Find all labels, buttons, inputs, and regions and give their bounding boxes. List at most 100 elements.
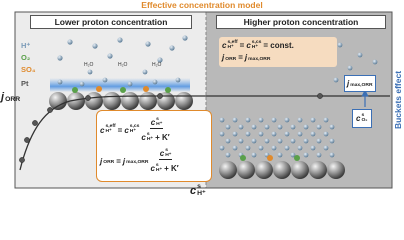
o2 — [72, 87, 78, 93]
proton — [271, 117, 277, 123]
proton — [290, 138, 296, 144]
scripts: s H⁺ — [147, 132, 153, 143]
superscript: s,eff — [227, 40, 238, 45]
math-term: c s H⁺ — [141, 132, 153, 143]
proton — [245, 145, 251, 151]
panel-title: Lower proton concentration — [30, 15, 192, 29]
pt-sphere — [219, 161, 237, 179]
proton — [57, 55, 63, 61]
bucket-box: c s O₂ — [352, 109, 372, 128]
scripts: ORR — [225, 53, 236, 63]
proton — [152, 79, 158, 85]
x-axis-label: c s H⁺ — [190, 183, 206, 198]
denominator: c s H⁺ + K′ — [150, 162, 180, 174]
equation: c s,eff H⁺ = c s,cs H⁺ = const. — [222, 40, 334, 51]
pt-sphere — [309, 161, 327, 179]
proton — [277, 124, 283, 130]
denominator: c s H⁺ + K′ — [141, 132, 171, 143]
o2 — [120, 87, 126, 93]
superscript: s,cs — [129, 124, 140, 130]
scripts: max,ORR — [126, 156, 148, 166]
math-term: c s H⁺ — [150, 162, 162, 174]
proton — [258, 131, 264, 137]
math-term: j ORR — [222, 53, 236, 63]
proton — [238, 138, 244, 144]
symbol: j — [347, 79, 350, 88]
math-term: c s,eff H⁺ — [222, 40, 238, 51]
title: Effective concentration model — [141, 0, 263, 10]
superscript: s,eff — [105, 124, 116, 130]
proton — [67, 39, 73, 45]
side-label: Buckets effect — [393, 70, 403, 130]
scripts: s H⁺ — [197, 183, 206, 198]
pt-sphere — [103, 92, 121, 110]
proton — [264, 138, 270, 144]
y-axis-label: j ORR — [1, 90, 20, 104]
scripts: s H⁺ — [165, 147, 172, 159]
proton — [225, 124, 231, 130]
superscript: s — [165, 147, 168, 153]
pt-sphere — [255, 161, 273, 179]
pt-sphere — [121, 92, 139, 110]
math-term: c s O₂ — [356, 112, 368, 124]
proton — [225, 152, 231, 158]
proton — [92, 43, 98, 49]
superscript: s — [361, 112, 365, 118]
subscript: H⁺ — [251, 44, 258, 50]
proton — [347, 65, 353, 71]
frame — [14, 11, 393, 189]
symbol: j — [100, 156, 103, 166]
proton — [323, 117, 329, 123]
curve-dots — [19, 93, 323, 163]
math-term: j ORR — [1, 90, 20, 104]
proton — [102, 77, 108, 83]
fraction: c s H⁺ c s H⁺ + K′ — [150, 147, 180, 176]
low-equations: c s,eff H⁺ = c s,cs H⁺ c s H⁺ c s H⁺ + K′ j ORR = j max,… — [96, 110, 212, 182]
proton — [127, 81, 133, 87]
scripts: max,ORR — [248, 53, 270, 63]
proton — [297, 145, 303, 151]
scripts: s,cs H⁺ — [251, 40, 262, 51]
proton — [251, 124, 257, 130]
proton — [232, 145, 238, 151]
proton — [333, 77, 339, 83]
scripts: s,eff H⁺ — [105, 124, 116, 135]
symbol: c — [141, 133, 146, 143]
math-term: c s,eff H⁺ — [100, 124, 116, 135]
operator: = — [117, 125, 123, 135]
subscript: ORR — [5, 95, 21, 103]
proton — [310, 145, 316, 151]
symbol: c — [124, 125, 129, 135]
pt-sphere — [49, 92, 67, 110]
symbol: c — [246, 41, 251, 51]
superscript: s — [155, 162, 159, 168]
subscript: H⁺ — [156, 121, 163, 127]
curve — [19, 95, 390, 171]
math-term: j max,ORR — [347, 79, 373, 89]
operator: = — [238, 53, 243, 63]
proton — [251, 152, 257, 158]
scripts: s H⁺ — [155, 162, 162, 174]
proton — [316, 138, 322, 144]
proton — [182, 35, 188, 41]
o2 — [240, 155, 246, 161]
o2 — [165, 87, 171, 93]
pt-sphere — [273, 161, 291, 179]
proton — [145, 41, 151, 47]
figure: Effective concentration model Lower prot… — [1, 0, 403, 198]
proton — [232, 131, 238, 137]
subscript: ORR — [103, 160, 115, 166]
math-term: c s H⁺ — [160, 147, 172, 159]
scripts: ORR — [5, 90, 20, 104]
operator: = — [116, 156, 121, 166]
proton — [271, 145, 277, 151]
proton — [357, 52, 363, 58]
proton — [175, 77, 181, 83]
proton — [117, 37, 123, 43]
scripts: s,cs H⁺ — [129, 124, 140, 135]
symbol: j — [222, 53, 225, 63]
proton — [87, 69, 93, 75]
subscript: H⁺ — [165, 152, 172, 158]
proton — [277, 152, 283, 158]
proton — [303, 152, 309, 158]
